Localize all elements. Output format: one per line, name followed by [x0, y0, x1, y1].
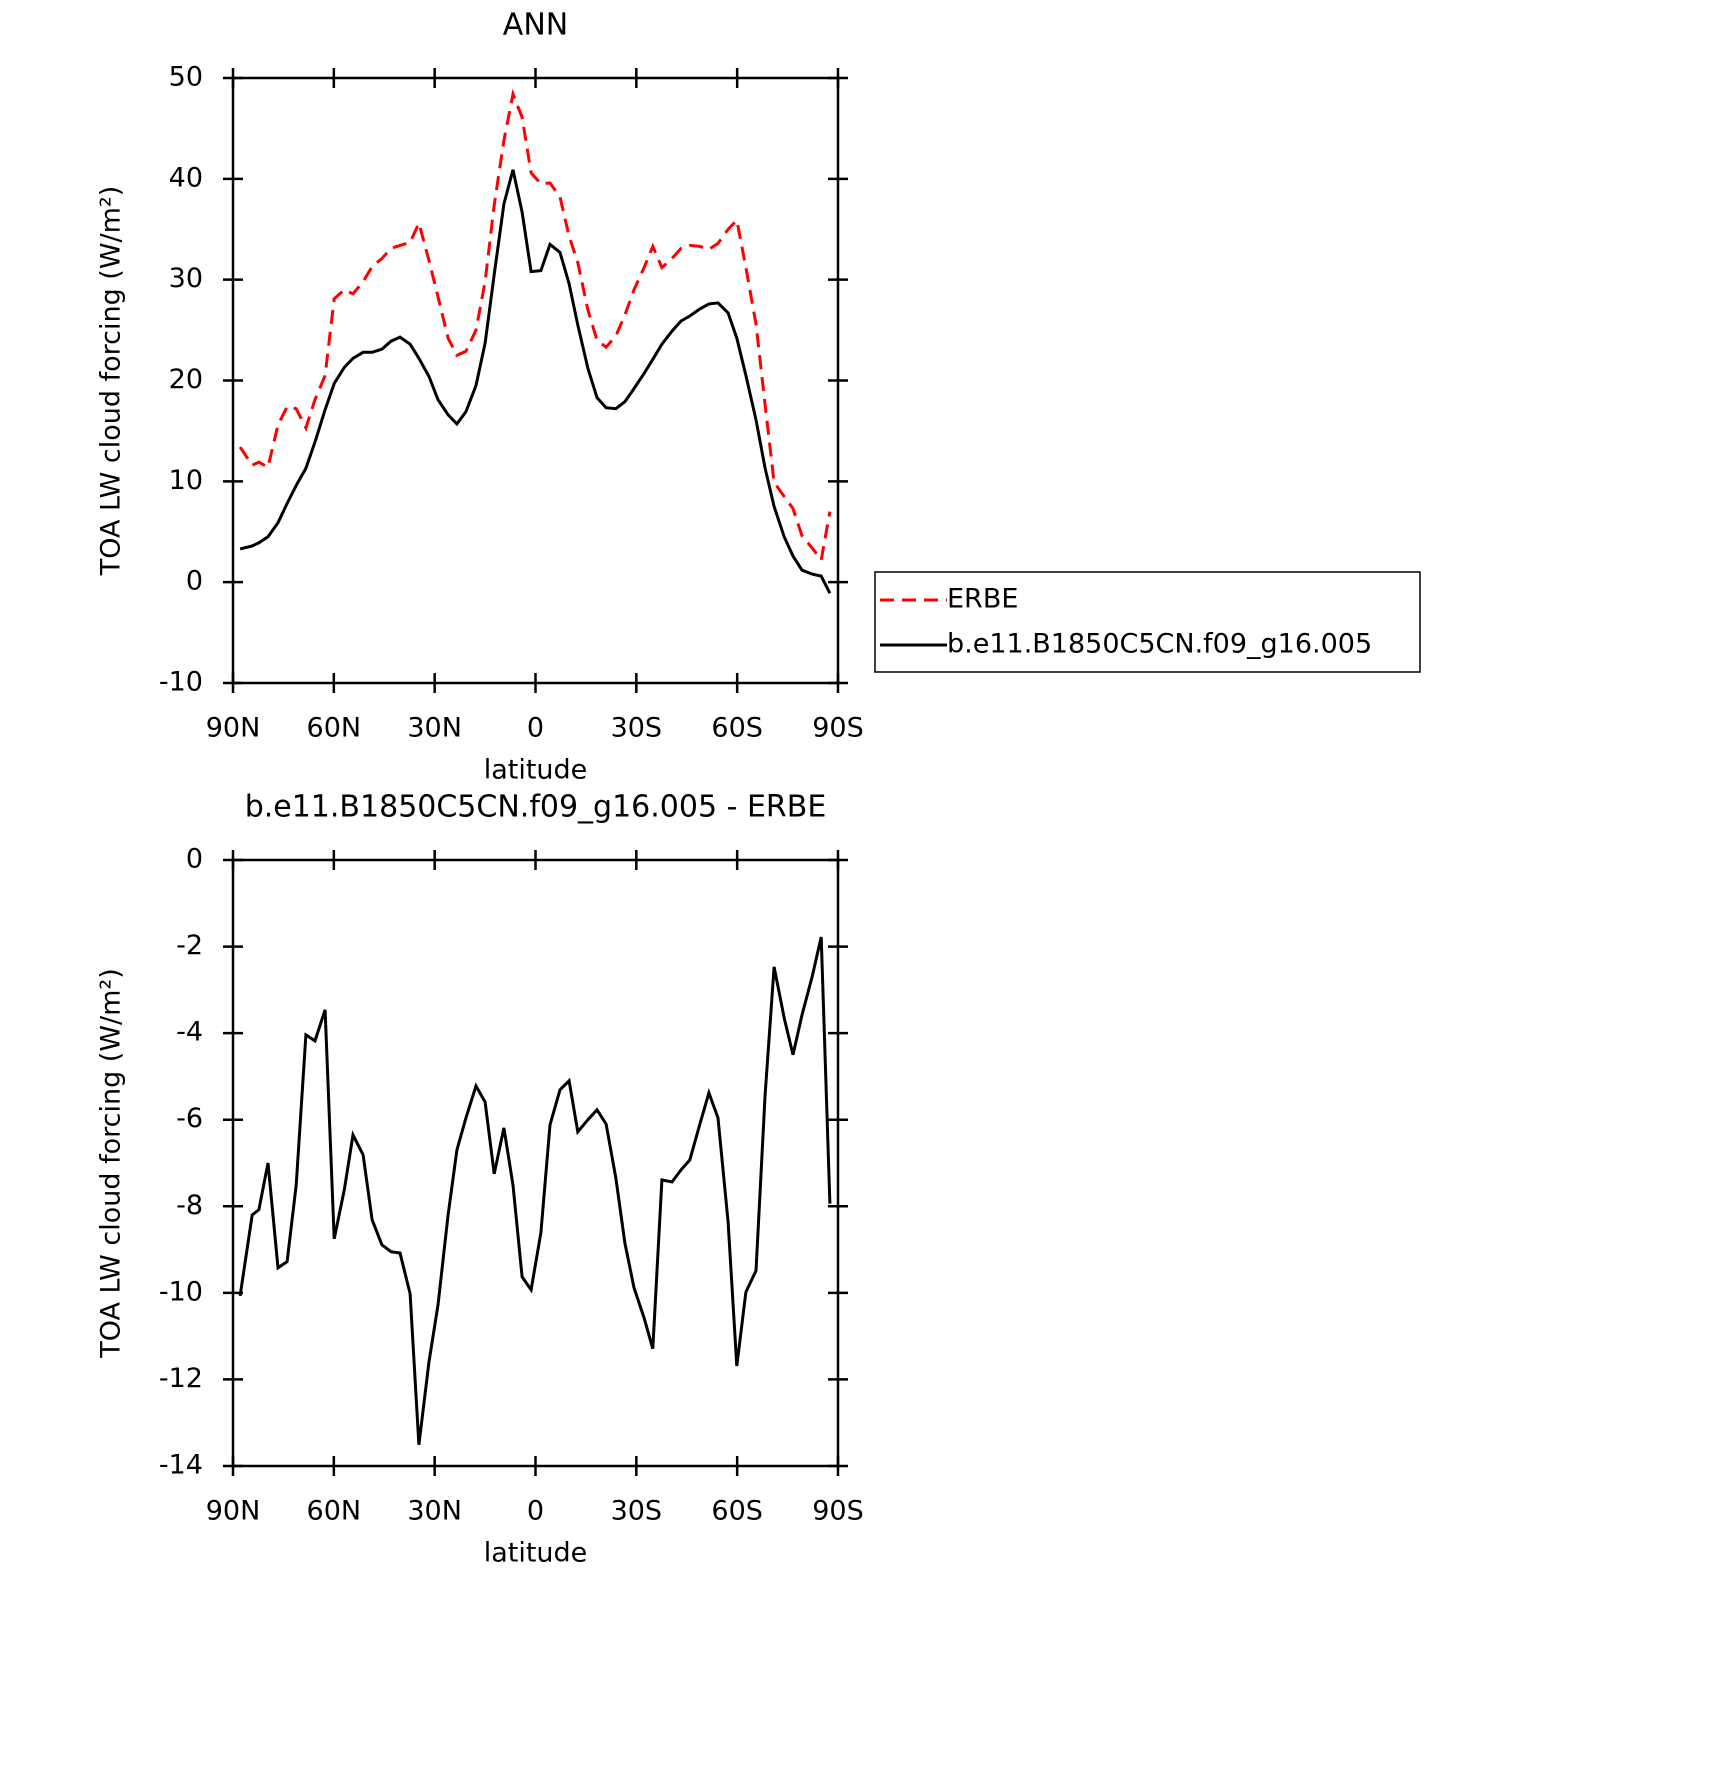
data-line [239, 169, 832, 594]
y-tick-label: -6 [176, 1103, 203, 1134]
y-tick-label: -12 [159, 1363, 203, 1394]
x-tick-label: 60N [307, 1496, 362, 1527]
x-tick-label: 60S [711, 1496, 763, 1527]
y-tick-label: 20 [169, 364, 203, 395]
y-tick-label: -4 [176, 1017, 203, 1048]
y-axis-label: TOA LW cloud forcing (W/m²) [96, 968, 127, 1359]
x-tick-label: 0 [527, 713, 544, 744]
y-tick-label: 0 [186, 844, 203, 875]
x-axis-label: latitude [484, 1538, 588, 1569]
x-tick-label: 90N [206, 1496, 261, 1527]
plot-frame [231, 858, 840, 1468]
x-tick-label: 60S [711, 713, 763, 744]
y-tick-label: -2 [176, 930, 203, 961]
x-tick-label: 30N [407, 713, 462, 744]
y-tick-label: -10 [159, 1276, 203, 1307]
x-tick-label: 30S [611, 1496, 663, 1527]
legend-label: ERBE [947, 584, 1018, 615]
legend-label: b.e11.B1850C5CN.f09_g16.005 [947, 629, 1372, 660]
y-axis-label: TOA LW cloud forcing (W/m²) [96, 186, 127, 577]
y-tick-label: -14 [159, 1450, 203, 1481]
data-line [238, 936, 832, 1445]
y-tick-label: 10 [169, 465, 203, 496]
y-tick-label: 40 [169, 162, 203, 193]
x-tick-label: 90S [812, 1496, 864, 1527]
y-tick-label: -8 [176, 1190, 203, 1221]
data-line [238, 88, 832, 564]
legend-box [874, 571, 1421, 673]
x-tick-label: 90S [812, 713, 864, 744]
x-tick-label: 30N [407, 1496, 462, 1527]
y-tick-label: 0 [186, 566, 203, 597]
y-tick-label: -10 [159, 667, 203, 698]
chart-title: ANN [503, 8, 568, 43]
x-tick-label: 30S [611, 713, 663, 744]
chart-title: b.e11.B1850C5CN.f09_g16.005 - ERBE [245, 790, 827, 825]
y-tick-label: 50 [169, 62, 203, 93]
y-tick-label: 30 [169, 263, 203, 294]
x-tick-label: 60N [307, 713, 362, 744]
x-axis-label: latitude [484, 755, 588, 786]
x-tick-label: 90N [206, 713, 261, 744]
x-tick-label: 0 [527, 1496, 544, 1527]
